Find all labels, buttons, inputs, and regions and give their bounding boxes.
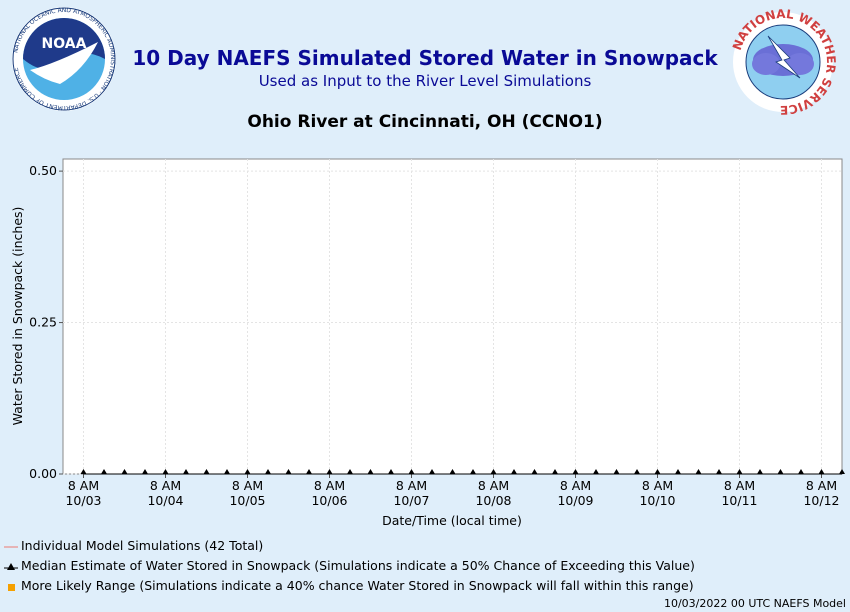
median-point (675, 469, 681, 474)
median-point (757, 469, 763, 474)
y-axis-ticks: 0.00 0.25 0.50 (29, 163, 63, 481)
median-point (306, 469, 312, 474)
median-point (593, 469, 599, 474)
x-tick-time-label: 8 AM (724, 478, 755, 493)
median-point (162, 469, 169, 474)
chart-title: 10 Day NAEFS Simulated Stored Water in S… (132, 46, 718, 70)
x-tick-date-label: 10/03 (65, 493, 101, 508)
median-point (531, 469, 538, 474)
legend-line-swatch (4, 545, 18, 548)
median-point (326, 469, 333, 474)
location-label: Ohio River at Cincinnati, OH (CCNO1) (247, 112, 603, 132)
x-tick-time-label: 8 AM (642, 478, 673, 493)
y-axis-label: Water Stored in Snowpack (inches) (10, 207, 25, 426)
legend-item-range: More Likely Range (Simulations indicate … (4, 578, 694, 593)
plot-area (62, 158, 843, 475)
median-point (695, 469, 702, 474)
model-run-footer: 10/03/2022 00 UTC NAEFS Model (663, 597, 846, 610)
median-point (429, 469, 435, 474)
median-point (449, 469, 456, 474)
median-point (490, 469, 497, 474)
median-point (654, 469, 661, 474)
y-tick-label: 0.50 (29, 163, 57, 178)
noaa-logo-text: NOAA (42, 36, 87, 52)
median-point (121, 469, 128, 474)
legend-label: More Likely Range (Simulations indicate … (21, 578, 694, 593)
median-point (367, 469, 374, 474)
median-point (224, 469, 230, 474)
legend-item-median: Median Estimate of Water Stored in Snowp… (4, 558, 695, 573)
median-point (634, 469, 640, 474)
median-point (347, 469, 353, 474)
median-point (736, 469, 743, 474)
median-point (388, 469, 394, 474)
x-tick-date-label: 10/08 (475, 493, 511, 508)
x-tick-time-label: 8 AM (396, 478, 427, 493)
median-point (470, 469, 476, 474)
x-tick-time-label: 8 AM (806, 478, 837, 493)
x-axis-label: Date/Time (local time) (382, 513, 522, 528)
x-tick-time-label: 8 AM (68, 478, 99, 493)
y-tick-label: 0.25 (29, 315, 57, 330)
median-point (203, 469, 210, 474)
x-tick-date-label: 10/05 (229, 493, 265, 508)
median-point (716, 469, 722, 474)
legend-triangle-swatch (4, 562, 18, 570)
median-point (183, 469, 189, 474)
median-point (777, 469, 784, 474)
median-point (265, 469, 271, 474)
legend-square-swatch (8, 583, 15, 591)
median-point (511, 469, 517, 474)
legend-label: Median Estimate of Water Stored in Snowp… (21, 558, 695, 573)
x-tick-date-label: 10/07 (393, 493, 429, 508)
x-tick-date-label: 10/04 (147, 493, 183, 508)
nws-logo: NATIONAL WEATHER SERVICE (730, 7, 838, 117)
median-point (572, 469, 579, 474)
median-point (552, 469, 558, 474)
x-tick-time-label: 8 AM (150, 478, 181, 493)
median-point (285, 469, 292, 474)
noaa-logo: NOAA NATIONAL OCEANIC AND ATMOSPHERIC AD… (12, 7, 116, 111)
x-tick-time-label: 8 AM (560, 478, 591, 493)
legend-item-simulations: Individual Model Simulations (42 Total) (4, 538, 263, 553)
median-point (142, 469, 148, 474)
median-point (818, 469, 825, 474)
legend-label: Individual Model Simulations (42 Total) (21, 538, 264, 553)
x-tick-date-label: 10/09 (557, 493, 593, 508)
x-tick-date-label: 10/10 (639, 493, 675, 508)
chart-subtitle: Used as Input to the River Level Simulat… (258, 72, 592, 90)
x-tick-time-label: 8 AM (478, 478, 509, 493)
x-tick-time-label: 8 AM (232, 478, 263, 493)
x-tick-date-label: 10/06 (311, 493, 347, 508)
median-point (839, 469, 845, 474)
x-tick-date-label: 10/11 (721, 493, 757, 508)
x-tick-date-label: 10/12 (803, 493, 839, 508)
median-point (613, 469, 620, 474)
median-point (244, 469, 251, 474)
median-series (80, 469, 845, 475)
median-point (101, 469, 107, 474)
median-point (798, 469, 804, 474)
median-point (80, 469, 87, 474)
x-tick-time-label: 8 AM (314, 478, 345, 493)
median-point (408, 469, 415, 474)
y-tick-label: 0.00 (29, 466, 57, 481)
